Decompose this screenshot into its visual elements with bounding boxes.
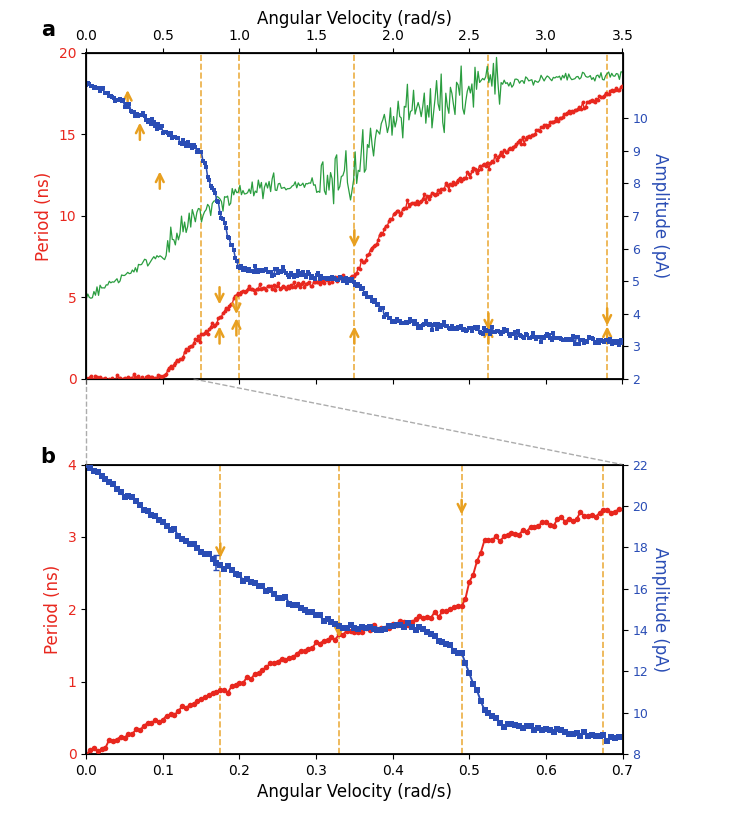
Text: a: a [40, 20, 55, 41]
X-axis label: Angular Velocity (rad/s): Angular Velocity (rad/s) [256, 783, 452, 801]
Text: b: b [40, 447, 56, 467]
Y-axis label: Amplitude (pA): Amplitude (pA) [651, 547, 669, 672]
X-axis label: Angular Velocity (rad/s): Angular Velocity (rad/s) [256, 10, 452, 28]
Y-axis label: Amplitude (pA): Amplitude (pA) [651, 153, 669, 279]
Y-axis label: Period (ns): Period (ns) [35, 171, 53, 261]
Y-axis label: Period (ns): Period (ns) [44, 565, 62, 654]
